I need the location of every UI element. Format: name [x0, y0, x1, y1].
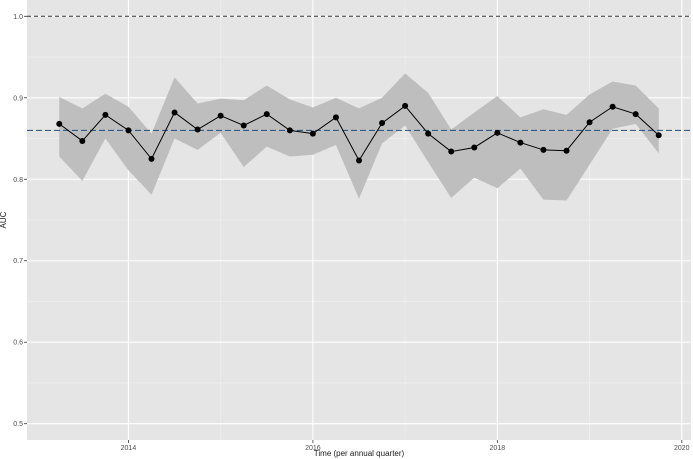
- data-point: [517, 139, 524, 146]
- y-tick-label: 0.8: [13, 177, 23, 184]
- data-point: [448, 148, 455, 155]
- data-point: [494, 129, 501, 136]
- data-point: [425, 130, 432, 137]
- y-axis-title: AUC: [0, 211, 8, 228]
- y-tick-label: 0.6: [13, 340, 23, 347]
- data-point: [240, 122, 247, 129]
- data-point: [563, 147, 570, 154]
- data-point: [586, 119, 593, 126]
- data-point: [609, 103, 616, 110]
- x-tick-label: 2018: [490, 445, 506, 452]
- y-tick-label: 0.9: [13, 95, 23, 102]
- data-point: [194, 126, 201, 133]
- data-point: [79, 137, 86, 144]
- data-point: [56, 120, 63, 127]
- x-tick-label: 2016: [305, 445, 321, 452]
- data-point: [102, 111, 109, 118]
- data-point: [402, 102, 409, 109]
- x-axis-title: Time (per annual quarter): [314, 449, 405, 458]
- confidence-ribbon: [59, 73, 659, 201]
- y-tick-label: 1.0: [13, 14, 23, 21]
- data-point: [356, 157, 362, 164]
- x-tick-label: 2020: [674, 445, 690, 452]
- data-point: [332, 114, 339, 121]
- data-point: [263, 111, 270, 118]
- data-point: [125, 127, 132, 134]
- data-point: [632, 111, 639, 118]
- y-tick-label: 0.5: [13, 421, 23, 428]
- data-point: [217, 112, 224, 119]
- data-point: [171, 109, 178, 116]
- data-point: [540, 146, 547, 153]
- y-axis-ticks: 0.5 0.6 0.7 0.8 0.9 1.0: [13, 14, 27, 428]
- y-tick-label: 0.7: [13, 258, 23, 265]
- data-point: [379, 120, 386, 127]
- auc-points: [56, 102, 662, 164]
- x-axis-ticks: 2014 2016 2018 2020: [121, 440, 690, 452]
- data-point: [148, 155, 155, 162]
- data-point: [471, 144, 478, 151]
- data-point: [655, 132, 662, 139]
- x-tick-label: 2014: [121, 445, 137, 452]
- data-point: [286, 127, 293, 134]
- data-point: [309, 130, 316, 137]
